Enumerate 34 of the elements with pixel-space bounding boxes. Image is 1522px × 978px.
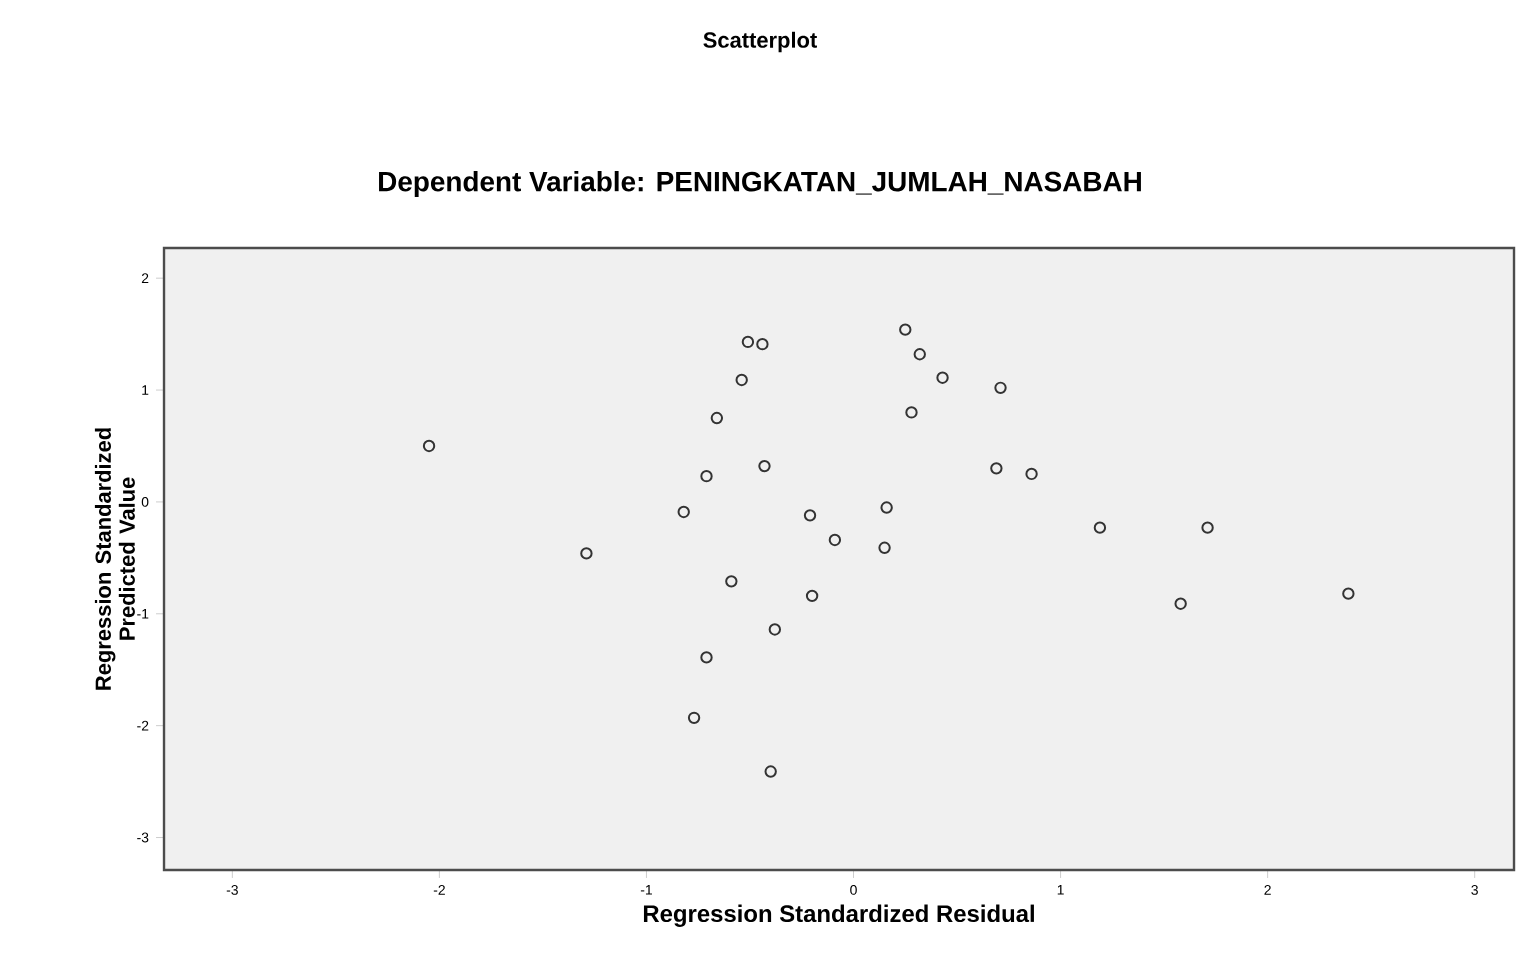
point — [700, 651, 713, 664]
point — [899, 323, 912, 336]
chart-subtitle: Dependent Variable: PENINGKATAN_JUMLAH_NASABAH — [379, 170, 1141, 197]
x-axis-title: Regression Standardized Residual — [643, 904, 1034, 927]
point — [700, 470, 713, 483]
point — [710, 411, 724, 425]
point — [994, 381, 1007, 394]
point — [803, 509, 817, 522]
point — [990, 462, 1003, 475]
point — [1093, 521, 1107, 534]
point — [913, 348, 926, 361]
point — [805, 589, 819, 603]
point — [741, 335, 755, 349]
point — [580, 547, 593, 560]
point — [878, 541, 891, 554]
point — [756, 338, 769, 351]
point — [1174, 597, 1187, 610]
point — [905, 406, 918, 419]
point — [880, 501, 893, 514]
point — [725, 575, 738, 588]
point — [735, 373, 748, 387]
point — [768, 623, 782, 636]
point — [758, 459, 771, 473]
point — [422, 439, 436, 453]
y-axis-title: Regression Standardized Predicted Value — [94, 428, 135, 690]
point — [1025, 467, 1038, 481]
point — [1342, 587, 1355, 600]
point — [936, 371, 949, 384]
point — [687, 711, 701, 725]
point — [828, 533, 842, 547]
chart-title: Scatterplot — [703, 31, 817, 53]
point — [677, 505, 690, 519]
point — [1201, 521, 1214, 534]
point — [764, 765, 777, 778]
